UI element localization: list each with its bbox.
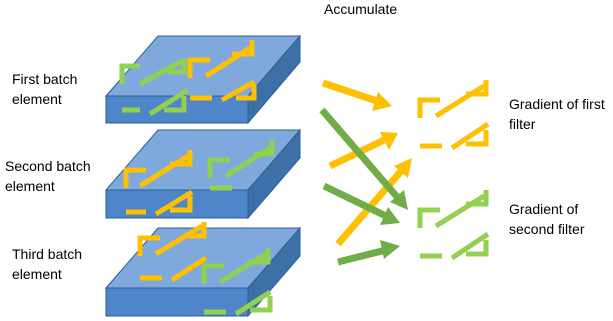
accumulation-arrows [319,79,412,266]
green-filter-glyph [201,248,273,317]
batch-slab-1 [104,34,302,125]
green-filter-glyph [207,140,275,191]
gradient-second-label-line2: second filter [509,221,585,237]
batch-slab-3 [104,222,302,318]
green-arrow [319,107,408,210]
batch-slab-2 [104,128,302,220]
gradient-second-label-line1: Gradient of [509,201,579,217]
orange-arrow [321,79,392,111]
gradient-second-filter-glyph [417,190,490,261]
gradient-first-label-line1: Gradient of first [509,96,605,112]
batch-label-2-line1: Second batch [5,158,91,174]
green-arrow [322,182,400,225]
batch-label-3-line2: element [12,266,62,282]
gradient-first-filter-glyph [417,80,490,151]
orange-filter-glyph [137,222,208,283]
accumulate-label: Accumulate [324,1,398,17]
batch-label-1-line1: First batch [12,71,78,87]
orange-filter-glyph [123,150,194,217]
green-arrow [337,240,400,266]
batch-label-1-line2: element [12,91,62,107]
gradient-first-label-line2: filter [509,116,536,132]
batch-label-3-line1: Third batch [12,246,83,262]
green-filter-glyph [119,57,190,117]
orange-filter-glyph [187,40,257,103]
batch-label-2-line2: element [5,178,55,194]
